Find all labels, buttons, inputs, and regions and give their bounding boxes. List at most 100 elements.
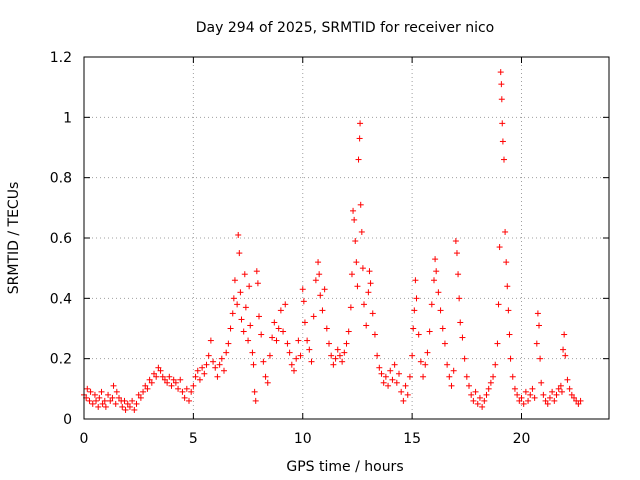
data-point xyxy=(194,367,201,374)
data-point xyxy=(153,373,160,380)
data-point xyxy=(350,207,357,214)
x-tick-label: 0 xyxy=(80,431,89,447)
data-point xyxy=(310,313,317,320)
data-point xyxy=(439,325,446,332)
data-point xyxy=(229,310,236,317)
data-point xyxy=(422,361,429,368)
data-point xyxy=(398,388,405,395)
data-point xyxy=(210,358,217,365)
data-point xyxy=(95,403,102,410)
data-point xyxy=(426,328,433,335)
data-point xyxy=(343,340,350,347)
data-point xyxy=(396,370,402,377)
data-point xyxy=(357,120,364,127)
data-point xyxy=(516,397,523,404)
data-point xyxy=(113,388,120,395)
data-point xyxy=(367,280,374,287)
y-tick-label: 1 xyxy=(63,110,72,126)
data-point xyxy=(437,307,444,314)
data-point xyxy=(353,259,360,266)
data-point xyxy=(413,295,420,302)
data-point xyxy=(378,370,385,377)
data-point xyxy=(499,120,506,127)
data-point xyxy=(304,337,311,344)
data-point xyxy=(380,379,387,386)
data-point xyxy=(341,349,348,356)
data-point xyxy=(431,277,437,284)
data-point xyxy=(336,352,343,359)
data-point xyxy=(140,388,147,395)
data-point xyxy=(321,286,328,293)
data-point xyxy=(518,394,525,401)
data-point xyxy=(133,400,140,407)
y-tick-labels: 0 0.2 0.4 0.6 0.8 1 1.2 xyxy=(50,50,72,428)
data-point xyxy=(288,361,295,368)
data-point xyxy=(235,231,242,238)
x-tick-label: 15 xyxy=(403,431,421,447)
data-point xyxy=(101,397,108,404)
data-point xyxy=(410,325,417,332)
data-point xyxy=(319,307,326,314)
x-axis-label: GPS time / hours xyxy=(286,459,403,475)
data-point xyxy=(540,391,547,398)
data-point xyxy=(481,397,488,404)
data-point xyxy=(121,397,128,404)
data-point xyxy=(297,352,304,359)
data-point xyxy=(252,397,259,404)
data-point xyxy=(99,400,106,407)
data-point xyxy=(326,340,332,347)
data-point xyxy=(126,403,133,410)
data-point xyxy=(490,373,497,380)
data-point xyxy=(495,301,502,308)
data-point xyxy=(463,373,470,380)
y-axis-label: SRMTID / TECUs xyxy=(6,182,22,295)
data-point xyxy=(558,388,565,395)
data-point xyxy=(264,379,271,386)
data-point xyxy=(363,322,370,329)
data-point xyxy=(266,352,273,359)
data-point xyxy=(91,391,98,398)
data-point xyxy=(409,352,416,359)
data-point xyxy=(144,385,151,392)
data-point xyxy=(86,397,93,404)
data-point xyxy=(225,340,232,347)
data-point xyxy=(300,298,307,305)
data-point xyxy=(456,295,463,302)
data-point xyxy=(417,358,424,365)
data-point xyxy=(525,397,532,404)
data-point xyxy=(249,349,256,356)
data-point xyxy=(536,322,542,329)
data-point xyxy=(538,379,545,386)
data-point xyxy=(544,400,551,407)
data-point xyxy=(351,216,358,223)
data-point xyxy=(240,328,247,335)
data-point xyxy=(157,367,164,374)
data-point xyxy=(487,379,494,386)
data-point xyxy=(514,391,521,398)
data-point xyxy=(476,394,483,401)
data-point xyxy=(561,331,568,338)
data-point xyxy=(258,331,265,338)
y-tick-label: 0.6 xyxy=(50,231,72,247)
data-point xyxy=(420,373,427,380)
data-point xyxy=(168,382,175,389)
data-point xyxy=(382,373,389,380)
data-point xyxy=(511,385,518,392)
data-point xyxy=(466,382,472,389)
data-point xyxy=(241,271,248,278)
data-point xyxy=(256,313,262,320)
data-point xyxy=(347,304,354,311)
x-tick-label: 10 xyxy=(294,431,312,447)
data-point xyxy=(542,397,549,404)
data-point xyxy=(207,337,214,344)
data-point xyxy=(179,388,186,395)
data-point xyxy=(461,355,468,362)
data-point xyxy=(470,397,477,404)
data-point xyxy=(129,397,136,404)
data-point xyxy=(196,376,203,383)
x-tick-labels: 0 5 10 15 20 xyxy=(80,431,531,447)
data-point xyxy=(551,397,558,404)
chart-title: Day 294 of 2025, SRMTID for receiver nic… xyxy=(196,20,494,36)
data-point xyxy=(238,316,245,323)
data-point xyxy=(159,373,166,380)
